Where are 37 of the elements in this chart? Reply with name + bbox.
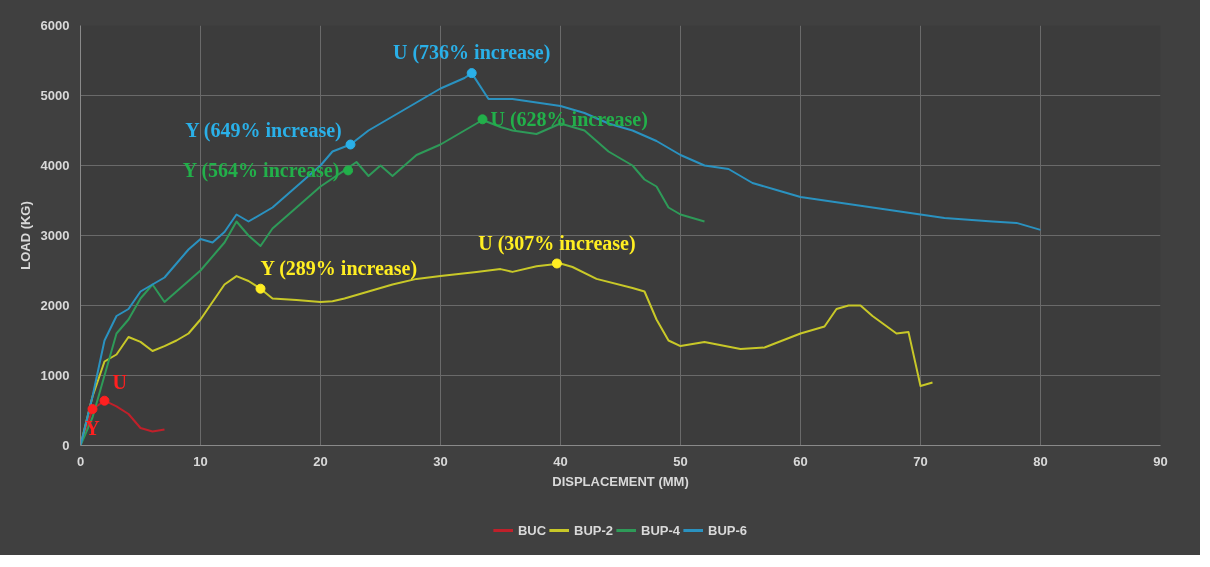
annotation: Y (289% increase)	[260, 256, 418, 280]
annotation: U (307% increase)	[478, 231, 636, 255]
x-axis-title: DISPLACEMENT (MM)	[552, 473, 689, 489]
annotation: U	[112, 370, 127, 393]
y-tick-label: 4000	[40, 158, 70, 173]
annotation: U (736% increase)	[393, 41, 551, 65]
y-tick-label: 2000	[40, 298, 70, 313]
y-tick-label: 5000	[40, 88, 70, 103]
point	[345, 139, 356, 150]
legend-label: BUC	[517, 522, 547, 538]
legend-label: BUP-2	[574, 522, 614, 538]
x-tick-label: 60	[793, 453, 808, 469]
x-tick-label: 40	[553, 453, 568, 469]
x-tick-label: 10	[193, 453, 208, 469]
point	[466, 68, 477, 79]
point	[87, 404, 98, 415]
x-tick-label: 90	[1153, 453, 1168, 469]
x-tick-label: 70	[913, 453, 928, 469]
point	[343, 165, 354, 176]
y-tick-label: 1000	[40, 368, 70, 383]
point	[551, 258, 562, 269]
point	[255, 283, 266, 294]
x-tick-label: 0	[76, 453, 85, 469]
y-tick-label: 3000	[40, 228, 70, 243]
annotation: Y (649% increase)	[185, 118, 342, 142]
x-tick-label: 20	[313, 453, 328, 469]
point	[477, 114, 488, 125]
y-axis-title: LOAD (KG)	[17, 201, 33, 270]
x-tick-label: 50	[673, 453, 688, 469]
y-tick-label: 6000	[40, 18, 70, 33]
point	[99, 395, 110, 406]
x-tick-label: 80	[1033, 453, 1048, 469]
legend-label: BUP-4	[641, 522, 681, 538]
x-tick-label: 30	[433, 453, 448, 469]
legend-label: BUP-6	[708, 522, 748, 538]
y-tick-label: 0	[62, 438, 70, 453]
annotation: Y	[85, 417, 101, 440]
